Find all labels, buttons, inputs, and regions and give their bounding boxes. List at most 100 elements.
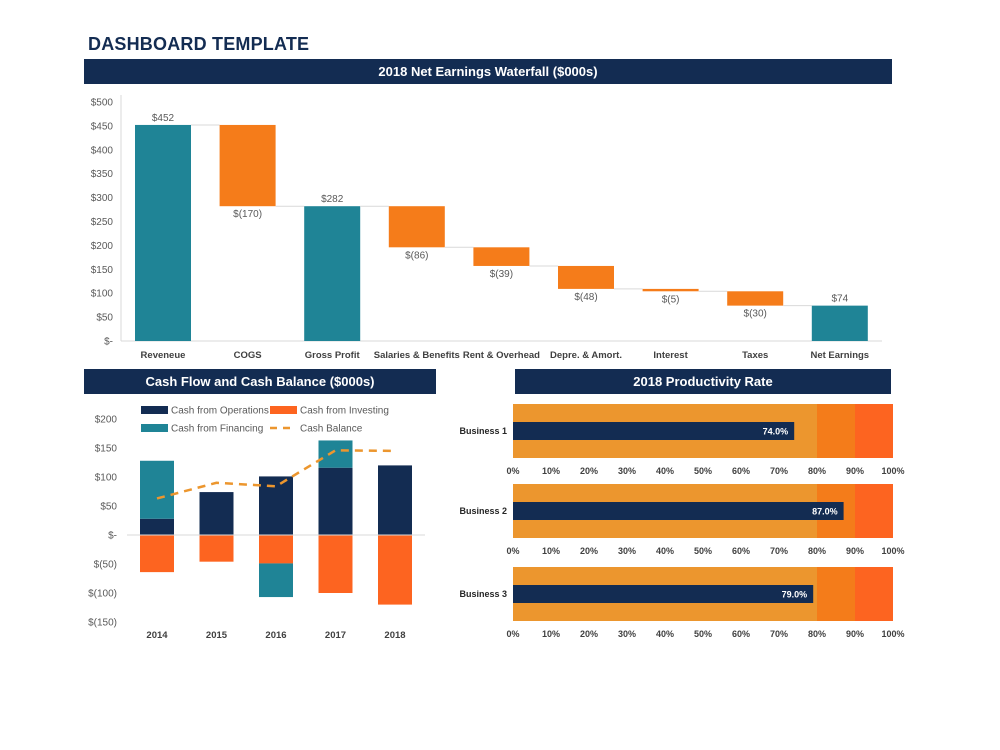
x-tick-label: 70% [770, 629, 788, 639]
x-tick-label: 30% [618, 546, 636, 556]
x-tick-label: 70% [770, 546, 788, 556]
y-tick-label: $- [108, 531, 117, 542]
y-tick-label: $(50) [94, 560, 117, 571]
x-tick-label: 80% [808, 466, 826, 476]
waterfall-header: 2018 Net Earnings Waterfall ($000s) [84, 59, 892, 84]
x-tick-label: 20% [580, 466, 598, 476]
x-tick-label: 2018 [384, 630, 405, 641]
data-label: 74.0% [763, 427, 789, 437]
x-tick-label: 80% [808, 629, 826, 639]
legend-label: Cash from Operations [171, 406, 269, 417]
page-title: DASHBOARD TEMPLATE [88, 34, 310, 54]
x-tick-label: 90% [846, 546, 864, 556]
bar-cash-from-operations [318, 467, 353, 535]
cash-balance-line [156, 449, 396, 500]
waterfall-bar [388, 206, 445, 248]
data-label: $(39) [490, 269, 513, 280]
waterfall-bar [558, 265, 614, 289]
y-tick-label: $250 [91, 217, 114, 228]
x-tick-label: 40% [656, 629, 674, 639]
x-tick-label: 100% [881, 546, 904, 556]
x-tick-label: 2016 [265, 630, 286, 641]
data-label: $(170) [233, 209, 262, 220]
x-tick-label: 20% [580, 546, 598, 556]
x-tick-label: 10% [542, 466, 560, 476]
x-tick-label: 100% [881, 629, 904, 639]
category-label: Business 1 [459, 426, 507, 436]
data-label: $(30) [744, 309, 767, 320]
x-tick-label: 50% [694, 466, 712, 476]
y-tick-label: $150 [95, 444, 118, 455]
category-label: Business 2 [459, 506, 507, 516]
waterfall-bar [727, 291, 784, 306]
band-high [855, 484, 893, 538]
x-tick-label: Depre. & Amort. [550, 350, 622, 361]
waterfall-bar [473, 247, 530, 266]
cashflow-header: Cash Flow and Cash Balance ($000s) [84, 369, 436, 394]
y-tick-label: $150 [91, 265, 114, 276]
x-tick-label: 50% [694, 546, 712, 556]
y-tick-label: $50 [100, 502, 117, 513]
x-tick-label: 50% [694, 629, 712, 639]
legend-label: Cash from Financing [171, 424, 263, 435]
x-tick-label: 20% [580, 629, 598, 639]
bar-cash-from-investing [378, 535, 412, 605]
band-high [855, 567, 893, 621]
data-label: $452 [152, 113, 175, 124]
data-label: 87.0% [812, 507, 838, 517]
y-tick-label: $400 [91, 145, 114, 156]
x-tick-label: 0% [506, 546, 519, 556]
y-tick-label: $(150) [88, 618, 117, 629]
x-tick-label: 60% [732, 466, 750, 476]
y-tick-label: $50 [96, 313, 113, 324]
category-label: Business 3 [459, 589, 507, 599]
bar-cash-from-investing [140, 535, 174, 573]
x-tick-label: 0% [506, 466, 519, 476]
x-tick-label: 90% [846, 466, 864, 476]
waterfall-bar [135, 124, 191, 341]
y-tick-label: $300 [91, 193, 114, 204]
legend-swatch [141, 406, 168, 414]
y-tick-label: $500 [91, 98, 114, 109]
x-tick-label: 80% [808, 546, 826, 556]
productivity-header: 2018 Productivity Rate [515, 369, 891, 394]
y-tick-label: $200 [91, 241, 114, 252]
bar-cash-from-investing [259, 535, 293, 564]
x-tick-label: 60% [732, 546, 750, 556]
x-tick-label: 100% [881, 466, 904, 476]
x-tick-label: 30% [618, 629, 636, 639]
bar-cash-from-investing [318, 535, 353, 593]
x-tick-label: 90% [846, 629, 864, 639]
bar-cash-from-operations [199, 492, 234, 535]
y-tick-label: $100 [91, 289, 114, 300]
bar-cash-from-operations [378, 465, 412, 535]
x-tick-label: 10% [542, 546, 560, 556]
data-label: 79.0% [782, 590, 808, 600]
legend-label: Cash Balance [300, 424, 363, 435]
band-high [855, 404, 893, 458]
bar-cash-from-operations [140, 518, 174, 535]
legend-swatch [270, 406, 297, 414]
x-tick-label: Reveneue [141, 350, 186, 361]
waterfall-bar [219, 124, 276, 207]
y-tick-label: $200 [95, 415, 118, 426]
legend-swatch [141, 424, 168, 432]
bar-cash-from-operations [259, 476, 293, 535]
x-tick-label: 30% [618, 466, 636, 476]
x-tick-label: 2015 [206, 630, 228, 641]
bar-cash-from-investing [199, 535, 234, 562]
x-tick-label: 0% [506, 629, 519, 639]
x-tick-label: 2017 [325, 630, 346, 641]
x-tick-label: Salaries & Benefits [374, 350, 460, 361]
y-tick-label: $350 [91, 169, 114, 180]
legend-label: Cash from Investing [300, 406, 389, 417]
bar-cash-from-financing [259, 563, 293, 598]
x-tick-label: Taxes [742, 350, 768, 361]
data-label: $(48) [574, 292, 597, 303]
waterfall-bar [642, 288, 699, 292]
x-tick-label: COGS [234, 350, 262, 361]
data-label: $282 [321, 194, 344, 205]
bar-cash-from-financing [318, 440, 353, 468]
x-tick-label: Rent & Overhead [463, 350, 540, 361]
